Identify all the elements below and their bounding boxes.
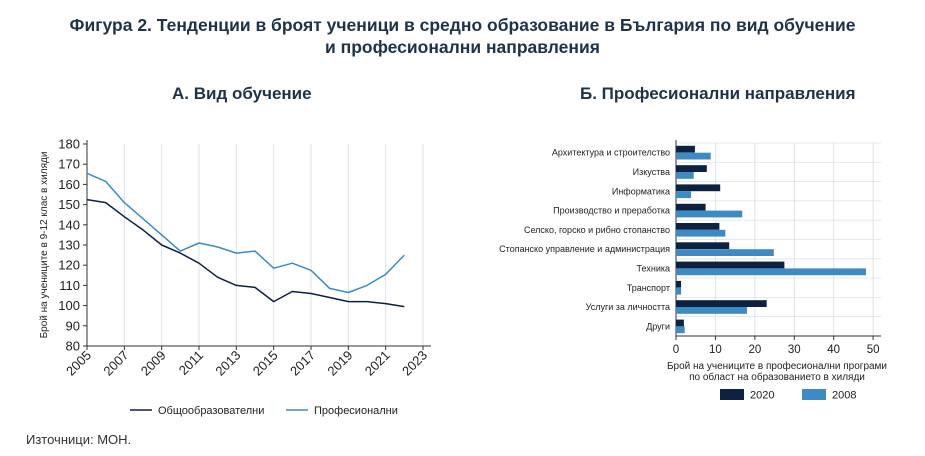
category-label: Архитектура и строителство xyxy=(552,148,670,158)
bar-2008 xyxy=(676,268,866,276)
legend-swatch xyxy=(802,389,826,400)
y-tick-label: 150 xyxy=(58,197,80,212)
category-label: Селско, горско и рибно стопанство xyxy=(524,225,670,235)
x-tick-label: 20 xyxy=(748,344,761,356)
y-tick-label: 80 xyxy=(66,339,80,354)
bar-2008 xyxy=(676,210,743,218)
bar-2008 xyxy=(676,172,694,179)
bar-2020 xyxy=(676,261,785,269)
x-tick-label: 2009 xyxy=(138,348,169,379)
x-tick-label: 50 xyxy=(867,344,880,356)
bar-2008 xyxy=(676,249,774,256)
bar-2020 xyxy=(676,184,721,192)
figure-title: Фигура 2. Тенденции в броят ученици в ср… xyxy=(0,14,925,58)
bar-2008 xyxy=(676,307,747,314)
y-tick-label: 100 xyxy=(58,298,80,313)
y-tick-label: 170 xyxy=(58,157,80,172)
series-line-vocational xyxy=(86,172,405,294)
bar-2020 xyxy=(676,203,706,211)
x-tick-label: 2017 xyxy=(287,348,318,379)
x-tick-label: 2021 xyxy=(362,348,393,379)
x-tick-label: 2015 xyxy=(250,348,281,379)
x-axis-title-line-1: Брой на учениците в професионални програ… xyxy=(667,360,887,372)
x-tick-label: 10 xyxy=(709,344,722,356)
y-tick-label: 110 xyxy=(59,278,80,293)
x-tick-label: 0 xyxy=(673,344,679,356)
y-tick-label: 130 xyxy=(58,238,80,253)
bar-2020 xyxy=(676,319,684,327)
y-tick-label: 90 xyxy=(66,318,80,333)
panel-a-title: А. Вид обучение xyxy=(172,84,312,103)
legend-label: Професионални xyxy=(314,405,398,417)
x-tick-label: 2011 xyxy=(176,348,206,378)
bar-2020 xyxy=(676,242,730,250)
category-label: Стопанско управление и администрация xyxy=(499,244,670,254)
bar-2008 xyxy=(676,229,726,237)
category-label: Услуги за личността xyxy=(586,302,670,312)
y-tick-label: 140 xyxy=(58,217,80,232)
panel-b-title: Б. Професионални направления xyxy=(580,84,856,103)
category-label: Техника xyxy=(637,263,670,273)
category-label: Производство и преработка xyxy=(553,206,670,216)
figure-title-line-1: Фигура 2. Тенденции в броят ученици в ср… xyxy=(69,15,856,35)
bar-chart: Архитектура и строителство Изкуства Информ… xyxy=(499,140,887,402)
series-line-general xyxy=(86,198,405,308)
bar-2008 xyxy=(676,287,682,295)
category-label: Други xyxy=(646,321,670,331)
figure-title-line-2: и професионални направления xyxy=(325,37,600,57)
bar-2020 xyxy=(676,300,767,307)
y-tick-label: 160 xyxy=(58,177,80,192)
legend-label: Общообразователни xyxy=(158,405,264,417)
y-tick-label: 180 xyxy=(58,137,80,152)
legend-label: 2008 xyxy=(832,390,856,402)
x-axis-title-line-2: по област на образованието в хиляди xyxy=(689,371,865,383)
x-tick-label: 2023 xyxy=(399,348,430,379)
y-tick-label: 120 xyxy=(58,258,80,273)
bar-2008 xyxy=(676,152,711,160)
bar-2020 xyxy=(676,165,707,172)
category-label: Транспорт xyxy=(627,283,670,293)
x-tick-label: 2013 xyxy=(212,348,243,379)
bar-2020 xyxy=(676,223,720,230)
x-tick-label: 2019 xyxy=(324,348,355,379)
source-note: Източници: МОН. xyxy=(26,432,132,447)
y-axis-title: Брой на учениците в 9-12 клас в хиляди xyxy=(39,152,50,339)
category-label: Изкуства xyxy=(633,167,670,177)
x-tick-label: 40 xyxy=(827,344,840,356)
category-label: Информатика xyxy=(612,186,670,196)
bar-2020 xyxy=(676,145,695,153)
bar-2008 xyxy=(676,326,685,334)
x-tick-label: 30 xyxy=(788,344,801,356)
legend-label: 2020 xyxy=(750,390,774,402)
bar-2020 xyxy=(676,280,682,288)
bar-2008 xyxy=(676,191,691,199)
legend-swatch xyxy=(720,389,744,400)
x-tick-label: 2007 xyxy=(100,348,131,379)
